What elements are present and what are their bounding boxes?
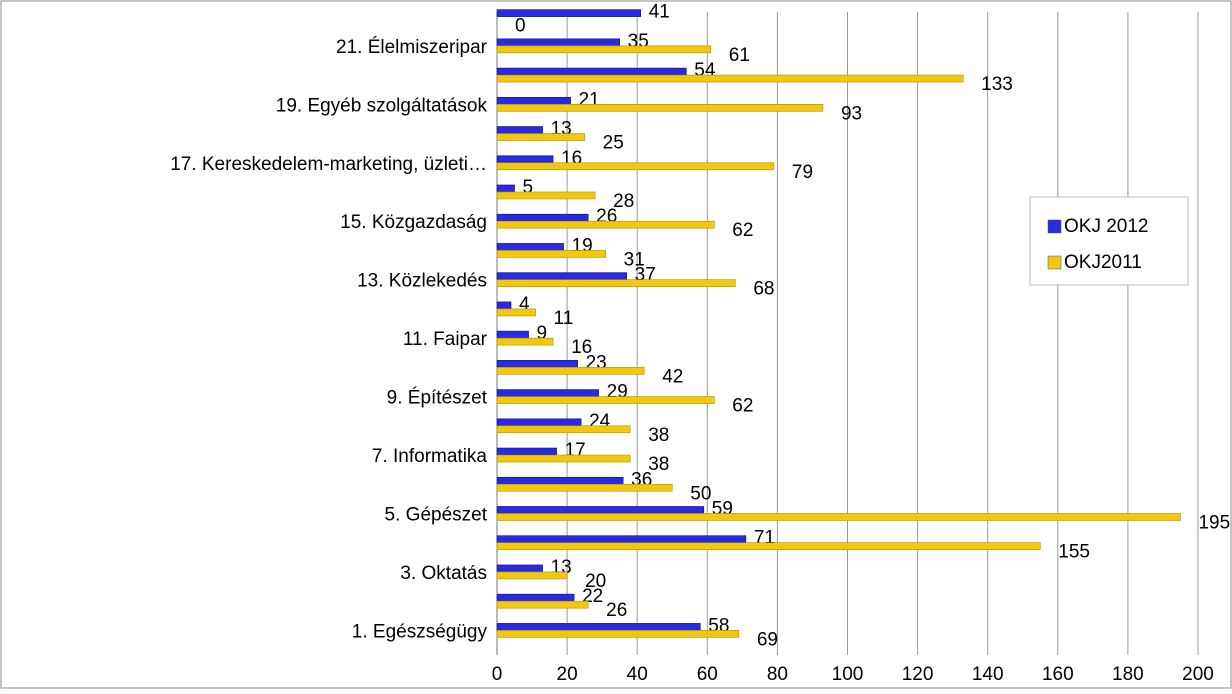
bar <box>496 250 606 258</box>
data-label: 38 <box>648 425 669 446</box>
bar <box>496 330 529 339</box>
bar <box>496 67 687 76</box>
data-label: 61 <box>729 45 750 66</box>
bar <box>496 513 1181 521</box>
bar <box>496 272 627 280</box>
y-tick-label: 5. Gépészet <box>385 504 488 525</box>
data-label: 38 <box>648 454 669 475</box>
bar <box>496 535 747 544</box>
y-tick-label: 7. Informatika <box>372 446 488 467</box>
data-label: 69 <box>757 629 778 650</box>
bar <box>496 279 736 287</box>
bar <box>496 630 740 638</box>
bar <box>496 396 715 404</box>
bar <box>496 96 571 105</box>
bar <box>496 45 712 54</box>
bar <box>496 360 578 368</box>
data-label: 31 <box>624 249 645 270</box>
y-tick-label: 21. Élelmiszeripar <box>336 37 488 58</box>
data-label: 16 <box>571 337 592 358</box>
data-label: 26 <box>606 600 627 621</box>
bar <box>496 564 543 573</box>
data-label: 42 <box>662 366 683 387</box>
x-tick-label: 60 <box>697 664 718 685</box>
bar <box>496 418 582 427</box>
bar <box>496 126 543 134</box>
bar <box>496 389 599 397</box>
data-label: 133 <box>981 74 1013 95</box>
y-tick-label: 11. Faipar <box>403 329 488 350</box>
y-tick-label: 13. Közlekedés <box>357 271 487 292</box>
bar <box>496 133 585 141</box>
data-label: 11 <box>554 308 574 329</box>
data-label: 0 <box>515 16 526 37</box>
data-label: 41 <box>649 2 670 23</box>
data-label: 155 <box>1058 542 1090 563</box>
bar <box>496 9 642 17</box>
legend-swatch <box>1047 255 1062 270</box>
bar <box>496 483 673 492</box>
x-tick-label: 100 <box>832 664 864 685</box>
x-tick-label: 180 <box>1112 664 1144 685</box>
legend-swatch <box>1047 219 1062 234</box>
bar <box>496 506 705 514</box>
x-tick-label: 20 <box>557 664 578 685</box>
y-tick-label: 3. Oktatás <box>400 563 487 584</box>
data-label: 93 <box>841 103 862 124</box>
bar <box>496 571 568 580</box>
y-tick-label: 9. Építészet <box>387 388 488 409</box>
legend-box <box>1029 196 1189 286</box>
data-label: 9 <box>537 323 548 344</box>
bar <box>496 301 512 310</box>
data-label: 62 <box>732 396 753 417</box>
bar <box>496 367 645 375</box>
data-label: 4 <box>519 294 530 315</box>
x-tick-label: 80 <box>767 664 788 685</box>
bar <box>496 103 824 112</box>
bar <box>496 243 564 251</box>
bar <box>496 74 964 83</box>
data-label: 28 <box>613 191 634 212</box>
bar <box>496 542 1041 551</box>
bar <box>496 337 554 346</box>
data-label: 50 <box>690 483 711 504</box>
bar <box>496 308 536 317</box>
x-tick-label: 40 <box>627 664 648 685</box>
bar <box>496 162 775 171</box>
y-tick-label: 17. Kereskedelem-marketing, üzleti… <box>170 154 487 175</box>
legend-label: OKJ 2012 <box>1064 216 1149 237</box>
y-tick-label: 15. Közgazdaság <box>340 212 487 233</box>
y-tick-label: 1. Egészségügy <box>352 621 488 642</box>
bar <box>496 184 515 193</box>
x-tick-label: 0 <box>492 664 503 685</box>
data-label: 5 <box>523 177 534 198</box>
bar <box>496 454 631 463</box>
data-label: 195 <box>1198 512 1230 533</box>
bar <box>496 155 554 164</box>
data-label: 62 <box>732 220 753 241</box>
x-tick-label: 200 <box>1182 664 1214 685</box>
bar <box>496 600 589 609</box>
bar <box>496 213 589 222</box>
bar <box>496 191 596 200</box>
bar <box>496 425 631 434</box>
data-label: 68 <box>753 279 774 300</box>
bar <box>496 447 557 456</box>
bar <box>496 476 624 485</box>
x-tick-label: 140 <box>972 664 1004 685</box>
data-label: 25 <box>603 133 624 154</box>
legend-label: OKJ2011 <box>1064 252 1142 273</box>
bar <box>496 220 715 229</box>
x-tick-label: 120 <box>902 664 934 685</box>
y-tick-label: 19. Egyéb szolgáltatások <box>276 95 488 116</box>
data-label: 20 <box>585 571 606 592</box>
bar <box>496 38 620 47</box>
bar <box>496 623 701 631</box>
x-tick-label: 160 <box>1042 664 1074 685</box>
data-label: 79 <box>792 162 813 183</box>
bar <box>496 593 575 602</box>
